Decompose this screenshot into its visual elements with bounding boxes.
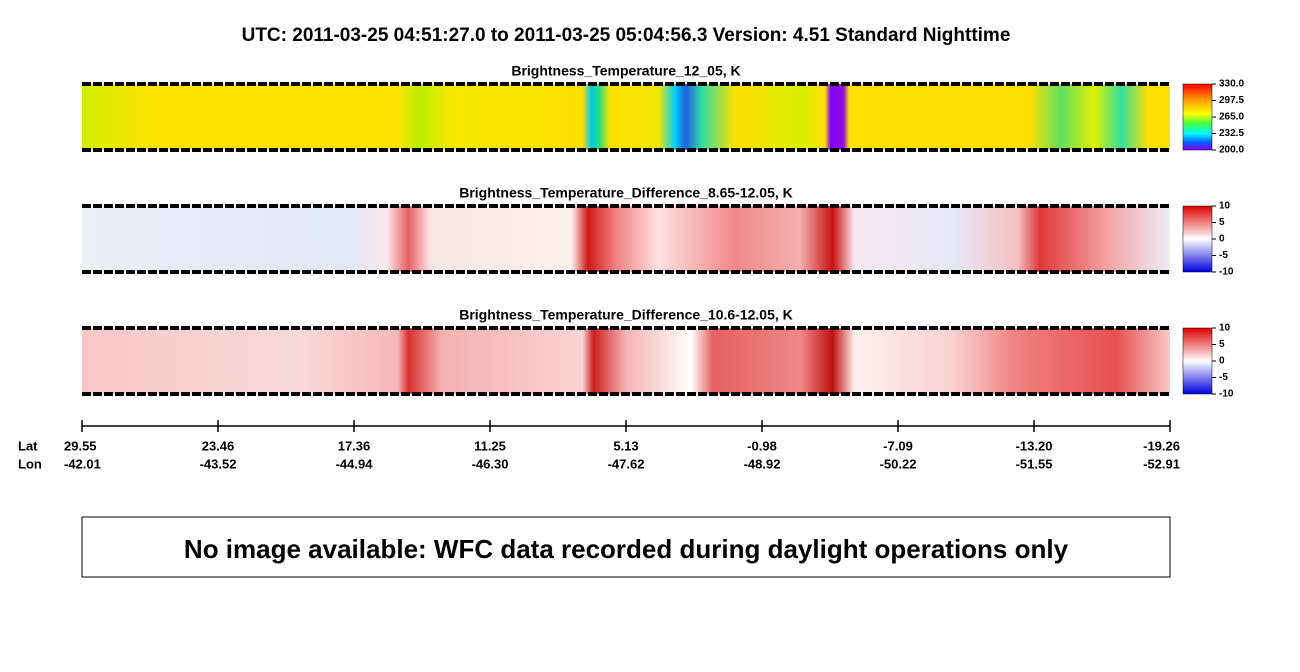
- image-strip: [82, 206, 1170, 272]
- lat-label: -13.20: [1016, 438, 1053, 453]
- lat-label: 29.55: [64, 438, 97, 453]
- colorbar-label: -5: [1219, 250, 1228, 261]
- lat-label: -0.98: [747, 438, 777, 453]
- colorbar-label: 0: [1219, 234, 1225, 245]
- lon-label: -44.94: [336, 456, 374, 471]
- lat-label: 11.25: [474, 438, 506, 453]
- colorbar-label: 10: [1219, 201, 1231, 212]
- panel-title: Brightness_Temperature_12_05, K: [511, 63, 740, 79]
- lon-label: -47.62: [608, 456, 645, 471]
- notice-box: [81, 516, 1171, 578]
- colorbar-label: -10: [1219, 389, 1234, 400]
- colorbar-label: 5: [1219, 217, 1225, 228]
- row-label: Lat: [18, 438, 38, 453]
- title: UTC: 2011-03-25 04:51:27.0 to 2011-03-25…: [242, 25, 1011, 46]
- lon-label: -46.30: [472, 456, 509, 471]
- lon-label: -51.55: [1016, 456, 1053, 471]
- lat-label: -19.26: [1143, 438, 1180, 453]
- colorbar-label: 330.0: [1219, 79, 1244, 90]
- image-strip: [82, 328, 1170, 394]
- lat-label: 5.13: [613, 438, 638, 453]
- colorbar-label: 200.0: [1219, 145, 1244, 156]
- lon-label: -43.52: [200, 456, 237, 471]
- lon-label: -50.22: [880, 456, 917, 471]
- colorbar-label: -10: [1219, 267, 1234, 278]
- colorbar-label: 5: [1219, 339, 1225, 350]
- lon-label: -48.92: [744, 456, 781, 471]
- colorbar-label: 10: [1219, 323, 1231, 334]
- colorbar-label: 0: [1219, 356, 1225, 367]
- panel-title: Brightness_Temperature_Difference_10.6-1…: [459, 307, 793, 323]
- colorbar-label: 297.5: [1219, 95, 1244, 106]
- colorbar-label: 232.5: [1219, 128, 1244, 139]
- lat-label: -7.09: [883, 438, 913, 453]
- colorbar-label: 265.0: [1219, 112, 1244, 123]
- notice: No image available: WFC data recorded du…: [184, 534, 1069, 564]
- lon-label: -42.01: [64, 456, 101, 471]
- image-strip: [82, 84, 1170, 150]
- lat-label: 23.46: [202, 438, 235, 453]
- colorbar: [1182, 205, 1213, 273]
- colorbar: [1182, 327, 1213, 395]
- row-label: Lon: [18, 456, 42, 471]
- lon-label: -52.91: [1143, 456, 1180, 471]
- colorbar: [1182, 83, 1213, 151]
- lat-label: 17.36: [338, 438, 371, 453]
- colorbar-label: -5: [1219, 372, 1228, 383]
- panel-title: Brightness_Temperature_Difference_8.65-1…: [459, 185, 793, 201]
